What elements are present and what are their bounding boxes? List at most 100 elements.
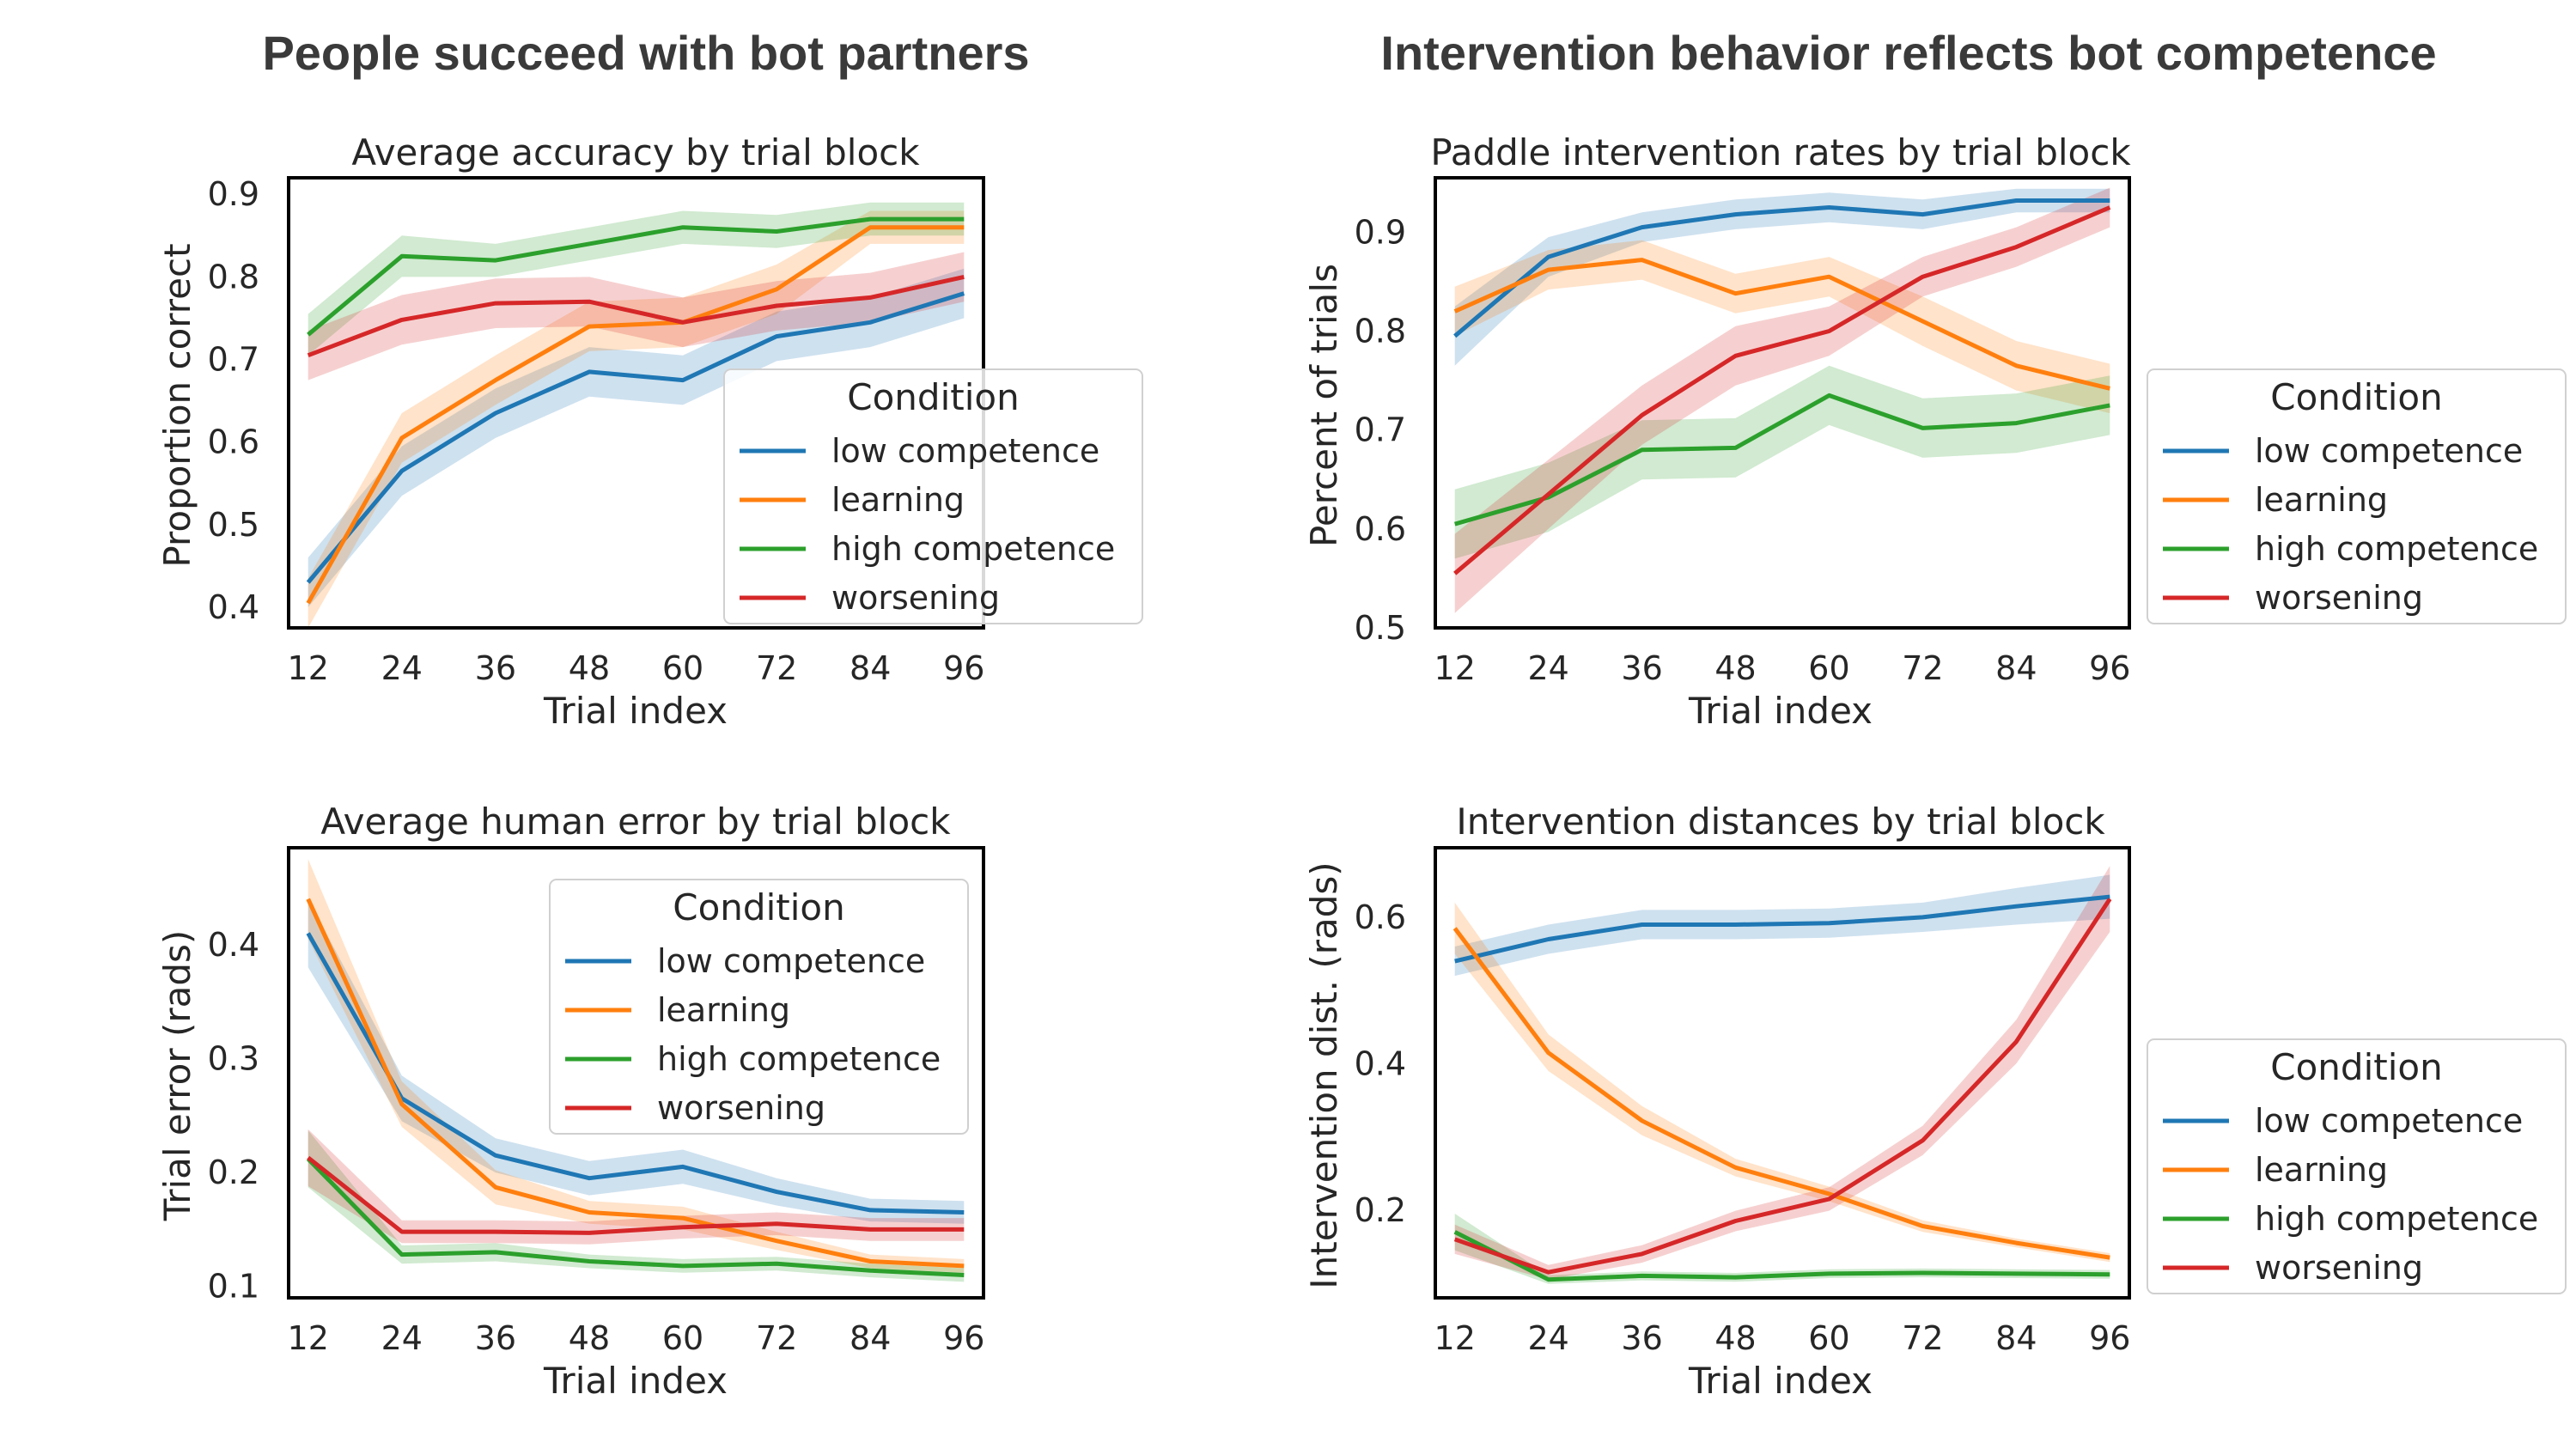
x-tick-label: 24: [1527, 1319, 1568, 1357]
x-tick-label: 96: [943, 1319, 984, 1357]
series-line-worsening: [1453, 205, 2111, 575]
y-tick-label: 0.5: [1355, 609, 1406, 647]
series-line-low-competence: [306, 291, 965, 584]
x-tick-label: 12: [288, 1319, 329, 1357]
legend: Condition low competence learning high comp…: [2147, 368, 2567, 624]
human-error-chart: Average human error by trial block Trial…: [156, 801, 985, 1402]
legend-box: [723, 368, 1143, 624]
series-line-low-competence: [1453, 198, 2110, 338]
x-tick-label: 12: [1434, 649, 1476, 687]
x-tick-label: 36: [475, 1319, 516, 1357]
x-tick-label: 36: [1621, 1319, 1662, 1357]
series-line-learning: [1453, 258, 2110, 391]
legend-label-learning: learning: [831, 481, 965, 519]
y-axis-label: Intervention dist. (rads): [1303, 861, 1345, 1288]
series-line-low-competence: [306, 932, 965, 1215]
legend-label-high-competence: high competence: [2255, 1200, 2538, 1238]
y-tick-label: 0.5: [208, 506, 259, 544]
y-tick-label: 0.6: [1355, 898, 1406, 936]
y-axis-label: Proportion correct: [156, 243, 198, 567]
series-line-high-competence: [1453, 1230, 2110, 1282]
x-tick-label: 60: [662, 1319, 703, 1357]
legend-box: [2147, 368, 2567, 624]
x-tick-label: 84: [1995, 649, 2037, 687]
ci-band-high-competence: [1454, 1214, 2110, 1284]
y-tick-label: 0.8: [1355, 313, 1406, 350]
legend-label-low-competence: low competence: [2255, 1102, 2523, 1140]
legend: Condition low competence learning high comp…: [723, 368, 1143, 624]
series-line-learning: [306, 225, 965, 605]
ci-band-worsening: [308, 252, 965, 381]
ci-band-learning: [308, 210, 965, 628]
y-tick-label: 0.3: [208, 1039, 259, 1077]
series-line-worsening: [307, 274, 965, 358]
ci-band-high-competence: [308, 1130, 965, 1282]
x-tick-label: 48: [1714, 1319, 1756, 1357]
series-line-worsening: [307, 1155, 965, 1235]
x-axis-label: Trial index: [1688, 690, 1873, 732]
legend-label-high-competence: high competence: [657, 1040, 941, 1078]
x-tick-label: 84: [850, 649, 891, 687]
ci-band-worsening: [1454, 866, 2110, 1280]
x-tick-label: 24: [381, 649, 423, 687]
x-tick-label: 72: [756, 649, 797, 687]
x-tick-label: 24: [1527, 649, 1568, 687]
chart-title: Paddle intervention rates by trial block: [1430, 131, 2131, 174]
right-heading: Intervention behavior reflects bot compe…: [1380, 26, 2436, 80]
legend-label-worsening: worsening: [2255, 1249, 2423, 1287]
x-axis-label: Trial index: [543, 1360, 728, 1402]
ci-band-learning: [1454, 240, 2110, 414]
chart-title: Average accuracy by trial block: [351, 131, 920, 174]
y-tick-label: 0.4: [1355, 1044, 1406, 1082]
series-line-low-competence: [1454, 894, 2110, 964]
y-axis-label: Trial error (rads): [156, 930, 198, 1222]
legend-label-learning: learning: [2255, 481, 2388, 519]
x-tick-label: 60: [662, 649, 703, 687]
legend-label-low-competence: low competence: [831, 432, 1099, 470]
legend-label-learning: learning: [657, 991, 790, 1029]
y-tick-label: 0.6: [208, 423, 259, 461]
legend-label-worsening: worsening: [2255, 579, 2423, 617]
x-tick-label: 72: [756, 1319, 797, 1357]
legend-label-high-competence: high competence: [2255, 530, 2538, 568]
ci-band-high-competence: [1454, 365, 2110, 559]
intervention-distance-chart: Intervention distances by trial block Tr…: [1303, 801, 2567, 1402]
legend-box: [549, 879, 969, 1135]
x-axis-label: Trial index: [543, 690, 728, 732]
plot-frame: [1434, 176, 2131, 630]
y-tick-label: 0.7: [208, 341, 259, 379]
y-tick-label: 0.4: [208, 588, 259, 626]
x-tick-label: 48: [569, 1319, 610, 1357]
x-tick-label: 72: [1902, 649, 1943, 687]
series-line-learning: [306, 898, 965, 1269]
y-tick-label: 0.9: [208, 175, 259, 213]
chart-title: Average human error by trial block: [320, 801, 951, 843]
legend-label-low-competence: low competence: [2255, 432, 2523, 470]
y-tick-label: 0.2: [1355, 1191, 1406, 1229]
y-tick-label: 0.4: [208, 926, 259, 964]
legend-label-worsening: worsening: [831, 579, 1000, 617]
x-tick-label: 36: [1621, 649, 1662, 687]
y-tick-label: 0.2: [208, 1154, 259, 1191]
legend-label-worsening: worsening: [657, 1089, 825, 1127]
legend: Condition low competence learning high comp…: [2147, 1038, 2567, 1294]
y-tick-label: 0.7: [1355, 411, 1406, 449]
x-tick-label: 36: [475, 649, 516, 687]
legend-label-high-competence: high competence: [831, 530, 1115, 568]
ci-band-low-competence: [308, 268, 965, 607]
x-tick-label: 96: [943, 649, 984, 687]
ci-band-learning: [308, 859, 965, 1273]
ci-band-worsening: [1454, 187, 2110, 613]
legend-box: [2147, 1038, 2567, 1294]
ci-band-high-competence: [308, 202, 965, 356]
chart-title: Intervention distances by trial block: [1456, 801, 2105, 843]
legend-title: Condition: [673, 886, 844, 928]
intervention-rate-chart: Paddle intervention rates by trial block…: [1303, 131, 2567, 732]
x-tick-label: 12: [288, 649, 329, 687]
left-heading: People succeed with bot partners: [262, 26, 1029, 80]
ci-band-worsening: [308, 1129, 965, 1245]
series-line-learning: [1452, 927, 2110, 1260]
series-line-high-competence: [307, 216, 965, 337]
x-tick-label: 72: [1902, 1319, 1943, 1357]
